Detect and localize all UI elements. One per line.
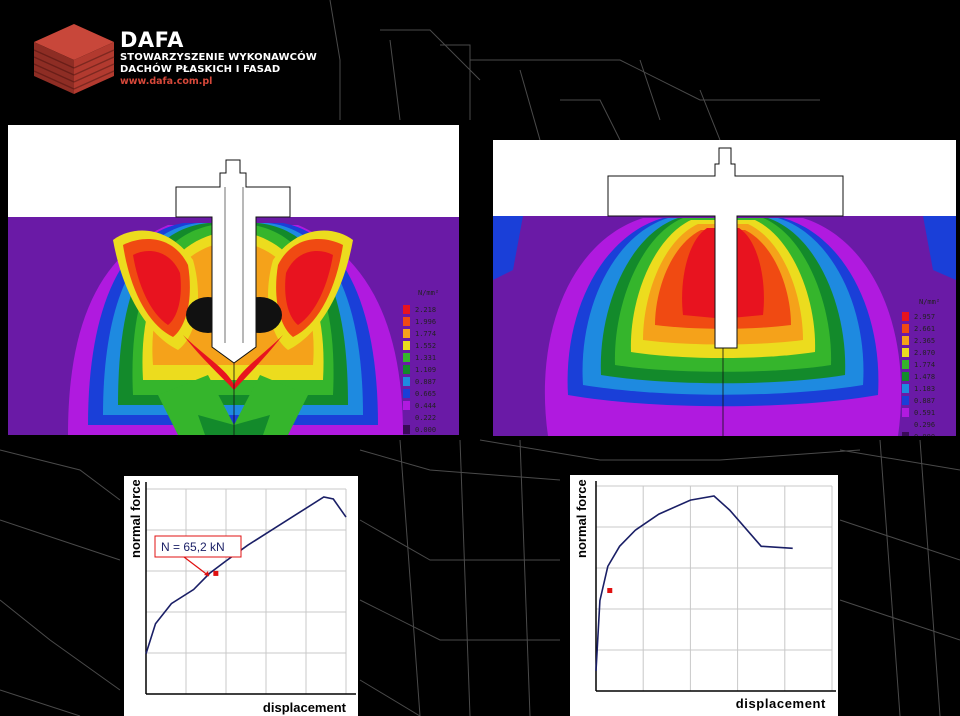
annotation-box: [154, 535, 242, 558]
right-color-legend: 2.957 2.661 2.365 2.070 1.774 1.478 1.183 0.887…: [902, 312, 935, 436]
logo-line-2: DACHÓW PŁASKICH I FASAD: [120, 64, 281, 75]
annotation-label: N = 65,2 kN: [161, 540, 225, 554]
left-legend-value: 1.996: [415, 318, 436, 326]
left-legend-value: 1.109: [415, 366, 436, 374]
right-legend-value: 1.183: [914, 385, 935, 393]
right-y-label-wrap: normal force: [574, 479, 589, 558]
left-legend-unit: N/mm²: [418, 289, 439, 297]
left-force-curve: [145, 496, 347, 655]
right-chart-grid: [596, 485, 833, 691]
right-legend-value: 0.591: [914, 409, 935, 417]
left-legend-swatch: [403, 353, 410, 362]
right-legend-swatch: [902, 396, 909, 405]
right-legend-swatch: [902, 432, 909, 436]
right-legend-value: 1.478: [914, 373, 935, 381]
left-legend-swatch: [403, 377, 410, 386]
left-legend-swatch: [403, 317, 410, 326]
left-legend-value: 1.331: [415, 354, 436, 362]
right-legend-value: 0.887: [914, 397, 935, 405]
left-legend-value: 0.887: [415, 378, 436, 386]
left-y-label: normal force: [128, 480, 143, 558]
right-legend-value: 2.365: [914, 337, 935, 345]
left-legend-value: 0.222: [415, 414, 436, 422]
force-displacement-chart-right: displacement: [570, 475, 838, 716]
right-legend-swatch: [902, 408, 909, 417]
left-chart-grid: [146, 488, 347, 694]
right-legend-swatch: [902, 324, 909, 333]
right-legend-swatch: [902, 312, 909, 321]
left-legend-swatch: [403, 365, 410, 374]
logo-line-1: STOWARZYSZENIE WYKONAWCÓW: [120, 52, 317, 63]
right-legend-value: 2.070: [914, 349, 935, 357]
right-x-label: displacement: [736, 696, 826, 711]
left-legend-swatch: [403, 413, 410, 422]
right-legend-swatch: [902, 384, 909, 393]
right-legend-swatch: [902, 336, 909, 345]
right-legend-value: 0.296: [914, 421, 935, 429]
right-legend-unit: N/mm²: [919, 298, 940, 306]
left-x-label: displacement: [263, 700, 347, 715]
right-legend-swatch: [902, 348, 909, 357]
right-legend-swatch: [902, 372, 909, 381]
logo-url[interactable]: www.dafa.com.pl: [120, 76, 213, 87]
left-y-label-wrap: normal force: [128, 480, 143, 558]
logo-name: DAFA: [120, 28, 184, 52]
right-legend-value: 1.774: [914, 361, 935, 369]
stress-map-left: N/mm² 2.218 1.996 1.774 1.552 1.331 1.109 0.88…: [8, 125, 459, 435]
left-legend-swatch: [403, 329, 410, 338]
right-marker-point: [607, 588, 613, 594]
left-marker-point: [213, 570, 219, 576]
right-legend-value: 2.957: [914, 313, 935, 321]
left-legend-swatch: [403, 341, 410, 350]
left-legend-swatch: [403, 425, 410, 434]
left-legend-value: 0.665: [415, 390, 436, 398]
left-color-legend: 2.218 1.996 1.774 1.552 1.331 1.109 0.887 0.665…: [403, 305, 436, 434]
right-y-label: normal force: [574, 479, 589, 558]
left-legend-swatch: [403, 401, 410, 410]
left-legend-value: 1.774: [415, 330, 436, 338]
left-legend-swatch: [403, 305, 410, 314]
left-legend-value: 2.218: [415, 306, 436, 314]
left-legend-value: 1.552: [415, 342, 436, 350]
dafa-logo-icon: [34, 24, 115, 94]
right-legend-value: 2.661: [914, 325, 935, 333]
left-legend-value: 0.444: [415, 402, 436, 410]
right-legend-swatch: [902, 420, 909, 429]
annotation-arrowhead: [204, 571, 209, 576]
stress-map-right: N/mm² 2.957 2.661 2.365 2.070 1.774 1.478 1.18…: [493, 140, 956, 436]
right-legend-swatch: [902, 360, 909, 369]
annotation-arrow: [183, 556, 210, 577]
left-legend-value: 0.000: [415, 426, 436, 434]
right-legend-value: 0.000: [914, 433, 935, 436]
left-legend-swatch: [403, 389, 410, 398]
right-force-curve: [595, 495, 793, 671]
force-displacement-chart-left: N = 65,2 kN displacement: [124, 476, 358, 716]
